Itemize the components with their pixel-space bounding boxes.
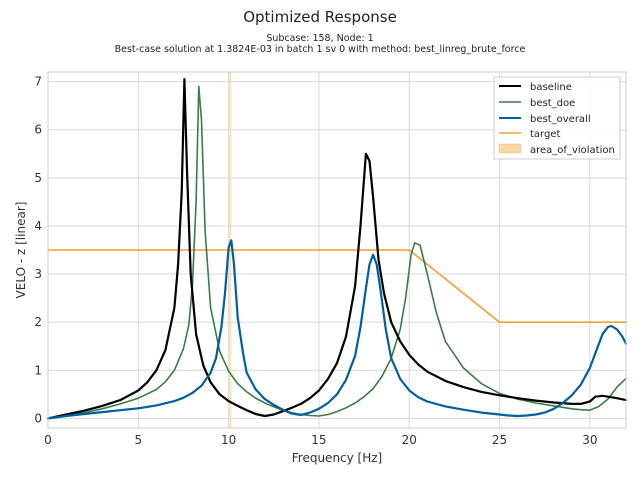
legend-swatch-area-of-violation [498, 143, 522, 154]
y-tick-label: 2 [34, 315, 42, 329]
legend-label-best-overall: best_overall [530, 114, 591, 125]
y-tick-label: 4 [34, 219, 42, 233]
y-tick-label: 7 [34, 75, 42, 89]
x-tick-label: 20 [402, 433, 417, 447]
chart-subtitle-line-2: Best-case solution at 1.3824E-03 in batc… [115, 44, 526, 55]
series-group [46, 78, 628, 420]
chart-subtitle-line-1: Subcase: 158, Node: 1 [266, 33, 373, 44]
y-tick-label: 3 [34, 267, 42, 281]
x-tick-label: 15 [311, 433, 326, 447]
series-line-best-overall [46, 239, 628, 420]
y-axis-label: VELO - z [linear] [14, 202, 28, 299]
legend: baseline best_doe best_overall target ar… [493, 76, 621, 160]
legend-label-target: target [530, 129, 560, 140]
x-tick-label: 5 [134, 433, 142, 447]
chart-title: Optimized Response [243, 8, 397, 26]
series-line-baseline [46, 78, 628, 420]
series-line-best-doe [47, 85, 627, 420]
x-axis-label: Frequency [Hz] [292, 451, 383, 465]
y-tick-labels: 0 1 2 3 4 5 6 7 [34, 75, 42, 426]
legend-label-baseline: baseline [530, 82, 572, 93]
legend-label-area-of-violation: area_of_violation [530, 145, 615, 156]
x-tick-label: 10 [221, 433, 236, 447]
y-tick-label: 5 [34, 171, 42, 185]
legend-label-best-doe: best_doe [530, 98, 575, 109]
plot-frame [47, 71, 627, 429]
y-tick-label: 1 [34, 363, 42, 377]
x-tick-label: 25 [492, 433, 507, 447]
x-tick-labels: 0 5 10 15 20 25 30 [44, 433, 597, 447]
y-tick-label: 0 [34, 411, 42, 425]
x-tick-label: 0 [44, 433, 52, 447]
y-tick-label: 6 [34, 123, 42, 137]
x-tick-label: 30 [582, 433, 597, 447]
